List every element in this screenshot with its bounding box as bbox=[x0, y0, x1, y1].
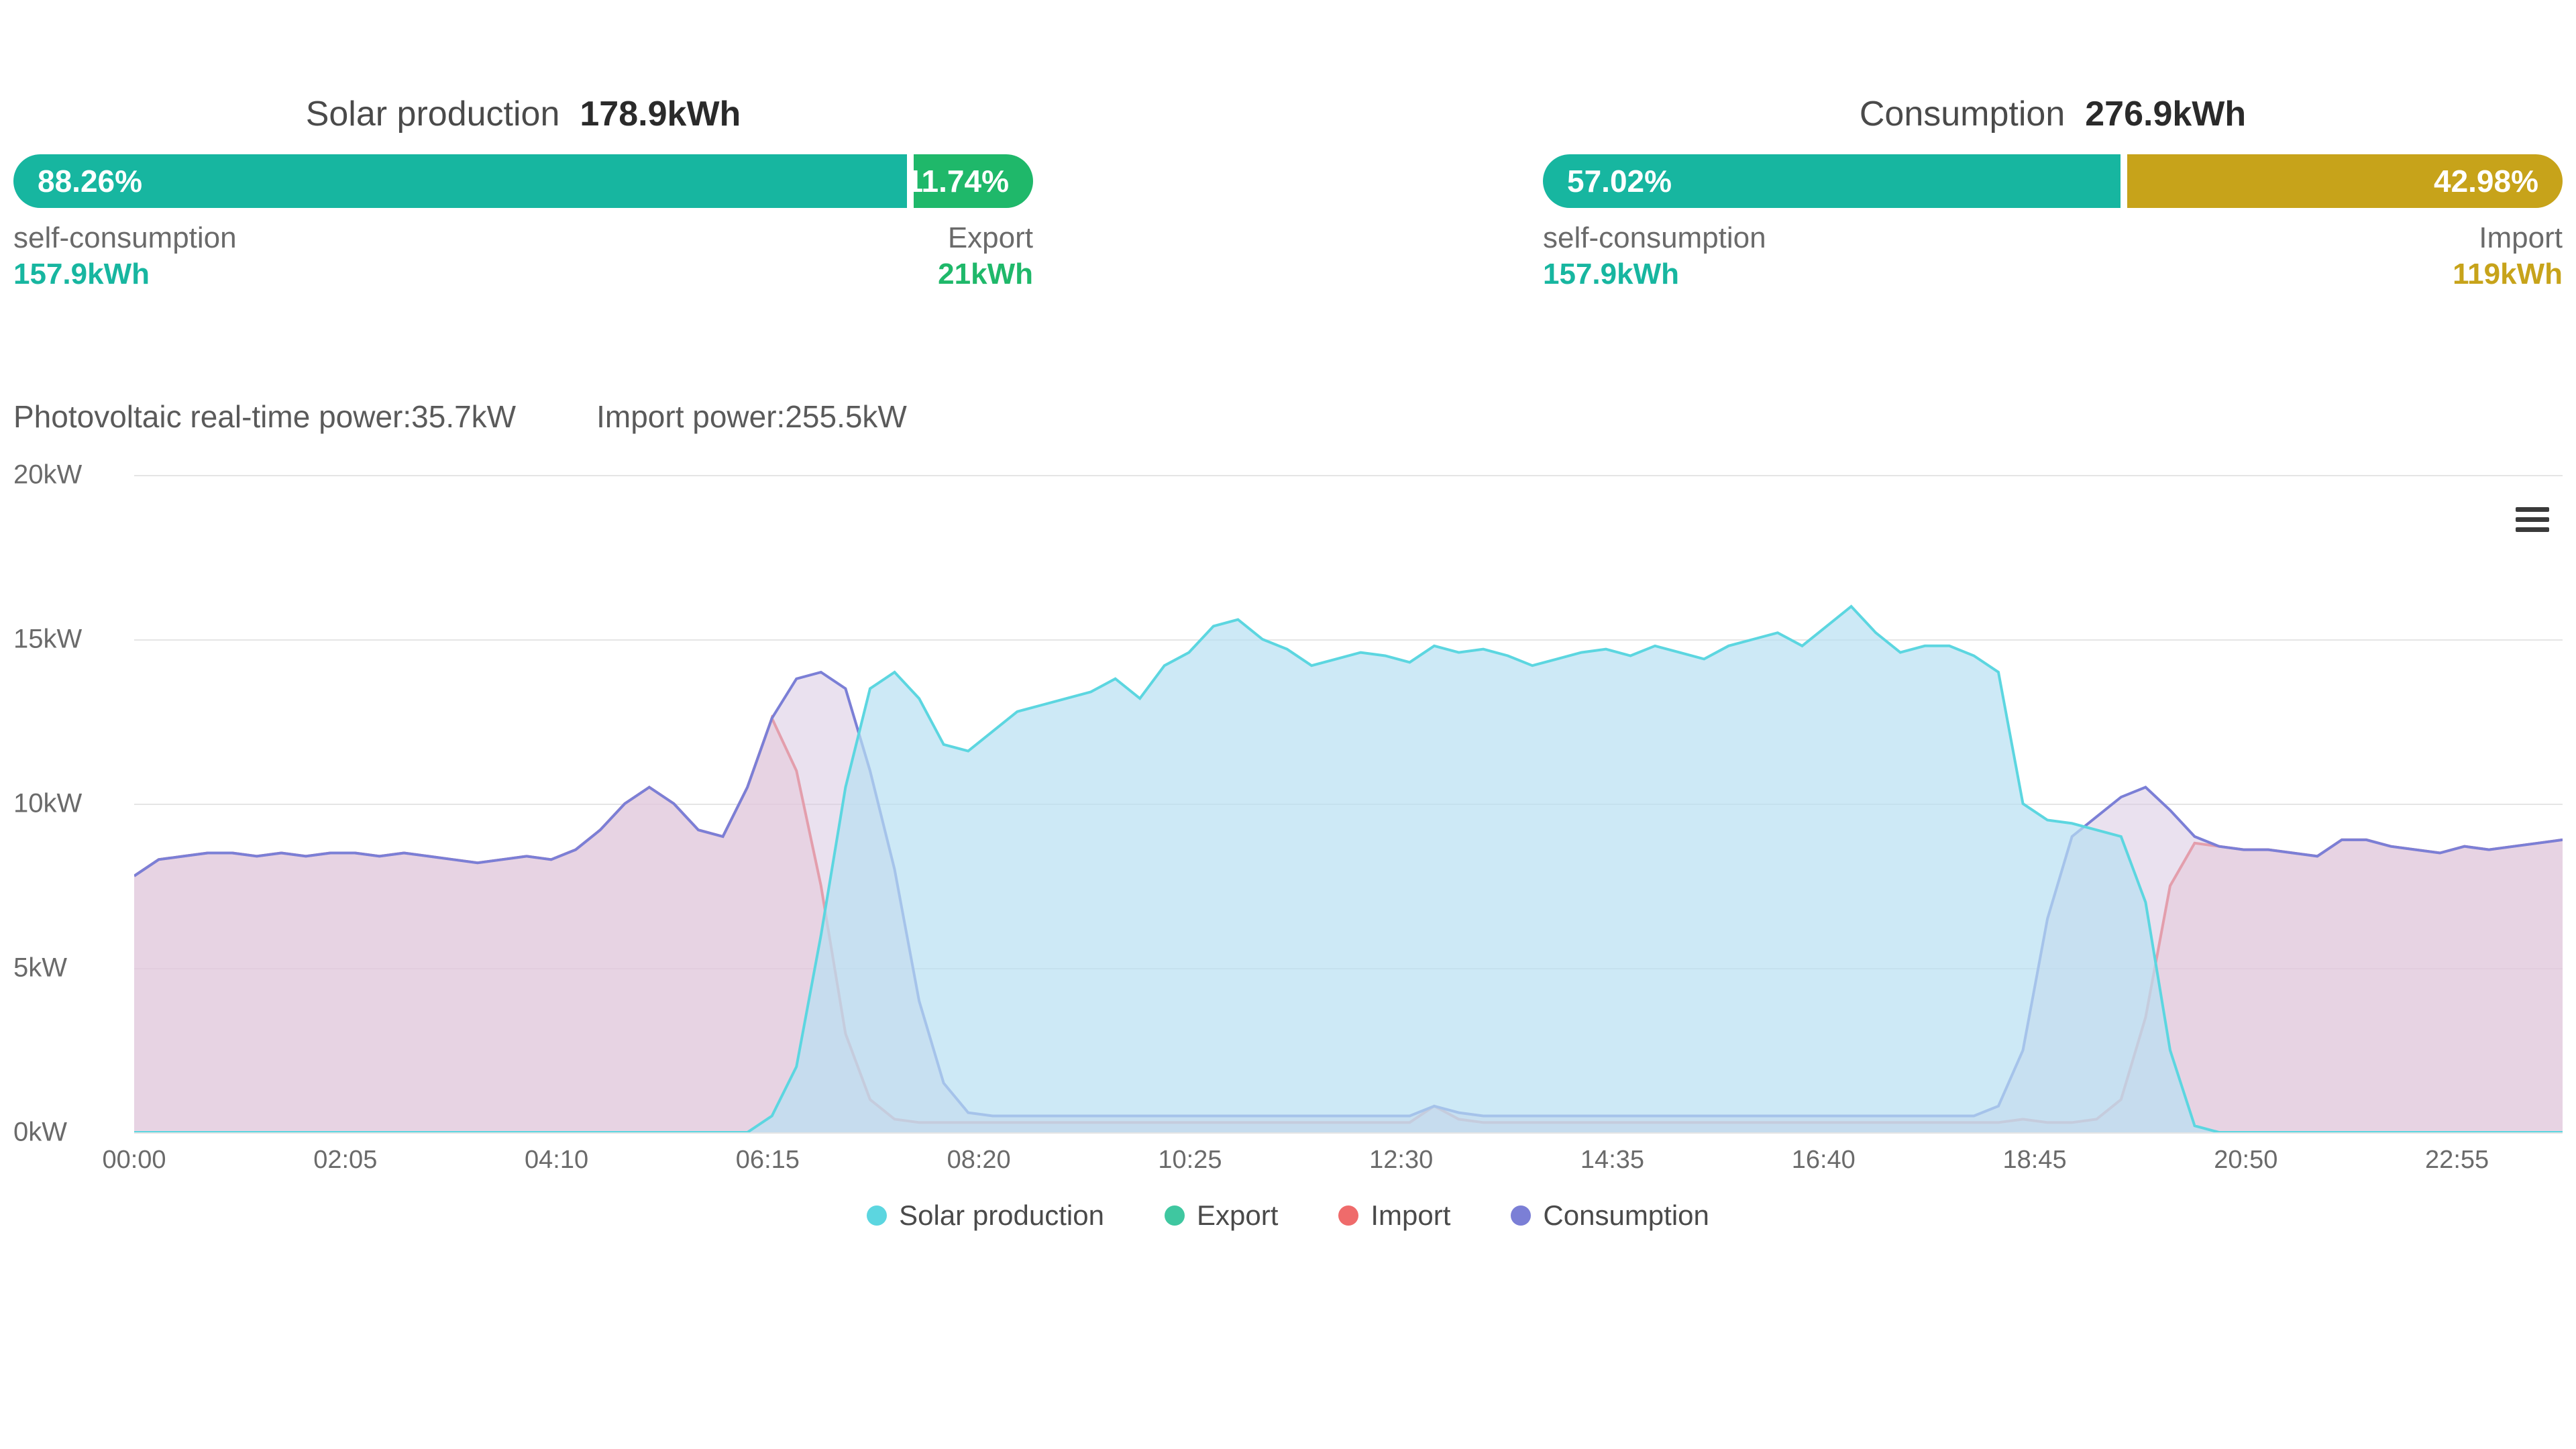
legend-item[interactable]: Consumption bbox=[1511, 1199, 1709, 1232]
legend-dot-icon bbox=[1338, 1205, 1358, 1226]
consumption-split-bar: 57.02% 42.98% bbox=[1543, 154, 2563, 208]
legend-item[interactable]: Import bbox=[1338, 1199, 1450, 1232]
x-tick: 18:45 bbox=[2002, 1146, 2066, 1175]
x-tick: 02:05 bbox=[313, 1146, 377, 1175]
summary-row: Solar production 178.9kWh 88.26% 11.74% … bbox=[13, 94, 2563, 291]
y-tick: 15kW bbox=[13, 625, 82, 655]
legend-item[interactable]: Export bbox=[1165, 1199, 1278, 1232]
y-tick: 5kW bbox=[13, 953, 67, 983]
consumption-import-value: 119kWh bbox=[2453, 258, 2563, 291]
solar-export-value: 21kWh bbox=[938, 258, 1033, 291]
solar-selfcons-value: 157.9kWh bbox=[13, 258, 237, 291]
legend-dot-icon bbox=[1165, 1205, 1185, 1226]
legend-dot-icon bbox=[1511, 1205, 1531, 1226]
chart-svg bbox=[134, 475, 2563, 1132]
x-tick: 12:30 bbox=[1369, 1146, 1433, 1175]
x-tick: 08:20 bbox=[947, 1146, 1011, 1175]
y-tick: 20kW bbox=[13, 460, 82, 490]
consumption-selfcons-value: 157.9kWh bbox=[1543, 258, 1766, 291]
solar-export-segment: 11.74% bbox=[914, 154, 1033, 208]
consumption-selfcons-segment: 57.02% bbox=[1543, 154, 2121, 208]
x-tick: 16:40 bbox=[1792, 1146, 1856, 1175]
x-tick: 06:15 bbox=[736, 1146, 800, 1175]
solar-export-label: Export bbox=[938, 221, 1033, 255]
x-tick: 10:25 bbox=[1158, 1146, 1222, 1175]
x-tick: 20:50 bbox=[2214, 1146, 2277, 1175]
import-realtime: Import power:255.5kW bbox=[596, 398, 907, 435]
x-tick: 22:55 bbox=[2425, 1146, 2489, 1175]
solar-selfcons-segment: 88.26% bbox=[13, 154, 907, 208]
power-chart: 0kW5kW10kW15kW20kW00:0002:0504:1006:1508… bbox=[13, 475, 2563, 1267]
realtime-line: Photovoltaic real-time power:35.7kW Impo… bbox=[13, 398, 2563, 435]
x-tick: 00:00 bbox=[102, 1146, 166, 1175]
pv-realtime: Photovoltaic real-time power:35.7kW bbox=[13, 398, 516, 435]
grid-line bbox=[134, 1132, 2563, 1134]
legend-item[interactable]: Solar production bbox=[867, 1199, 1104, 1232]
consumption-import-label: Import bbox=[2453, 221, 2563, 255]
consumption-selfcons-label: self-consumption bbox=[1543, 221, 1766, 255]
solar-split-bar: 88.26% 11.74% bbox=[13, 154, 1033, 208]
consumption-total: 276.9kWh bbox=[2085, 94, 2246, 134]
x-tick: 14:35 bbox=[1580, 1146, 1644, 1175]
x-tick: 04:10 bbox=[525, 1146, 588, 1175]
legend-label: Export bbox=[1197, 1199, 1278, 1232]
solar-total: 178.9kWh bbox=[580, 94, 741, 134]
chart-legend: Solar production Export Import Consumption bbox=[13, 1199, 2563, 1232]
legend-dot-icon bbox=[867, 1205, 887, 1226]
solar-card: Solar production 178.9kWh 88.26% 11.74% … bbox=[13, 94, 1033, 291]
consumption-title: Consumption bbox=[1860, 94, 2065, 134]
solar-selfcons-label: self-consumption bbox=[13, 221, 237, 255]
solar-title: Solar production bbox=[306, 94, 560, 134]
legend-label: Solar production bbox=[899, 1199, 1104, 1232]
consumption-import-segment: 42.98% bbox=[2127, 154, 2563, 208]
y-tick: 0kW bbox=[13, 1118, 67, 1148]
consumption-card: Consumption 276.9kWh 57.02% 42.98% self-… bbox=[1543, 94, 2563, 291]
legend-label: Consumption bbox=[1543, 1199, 1709, 1232]
y-tick: 10kW bbox=[13, 789, 82, 819]
legend-label: Import bbox=[1371, 1199, 1450, 1232]
